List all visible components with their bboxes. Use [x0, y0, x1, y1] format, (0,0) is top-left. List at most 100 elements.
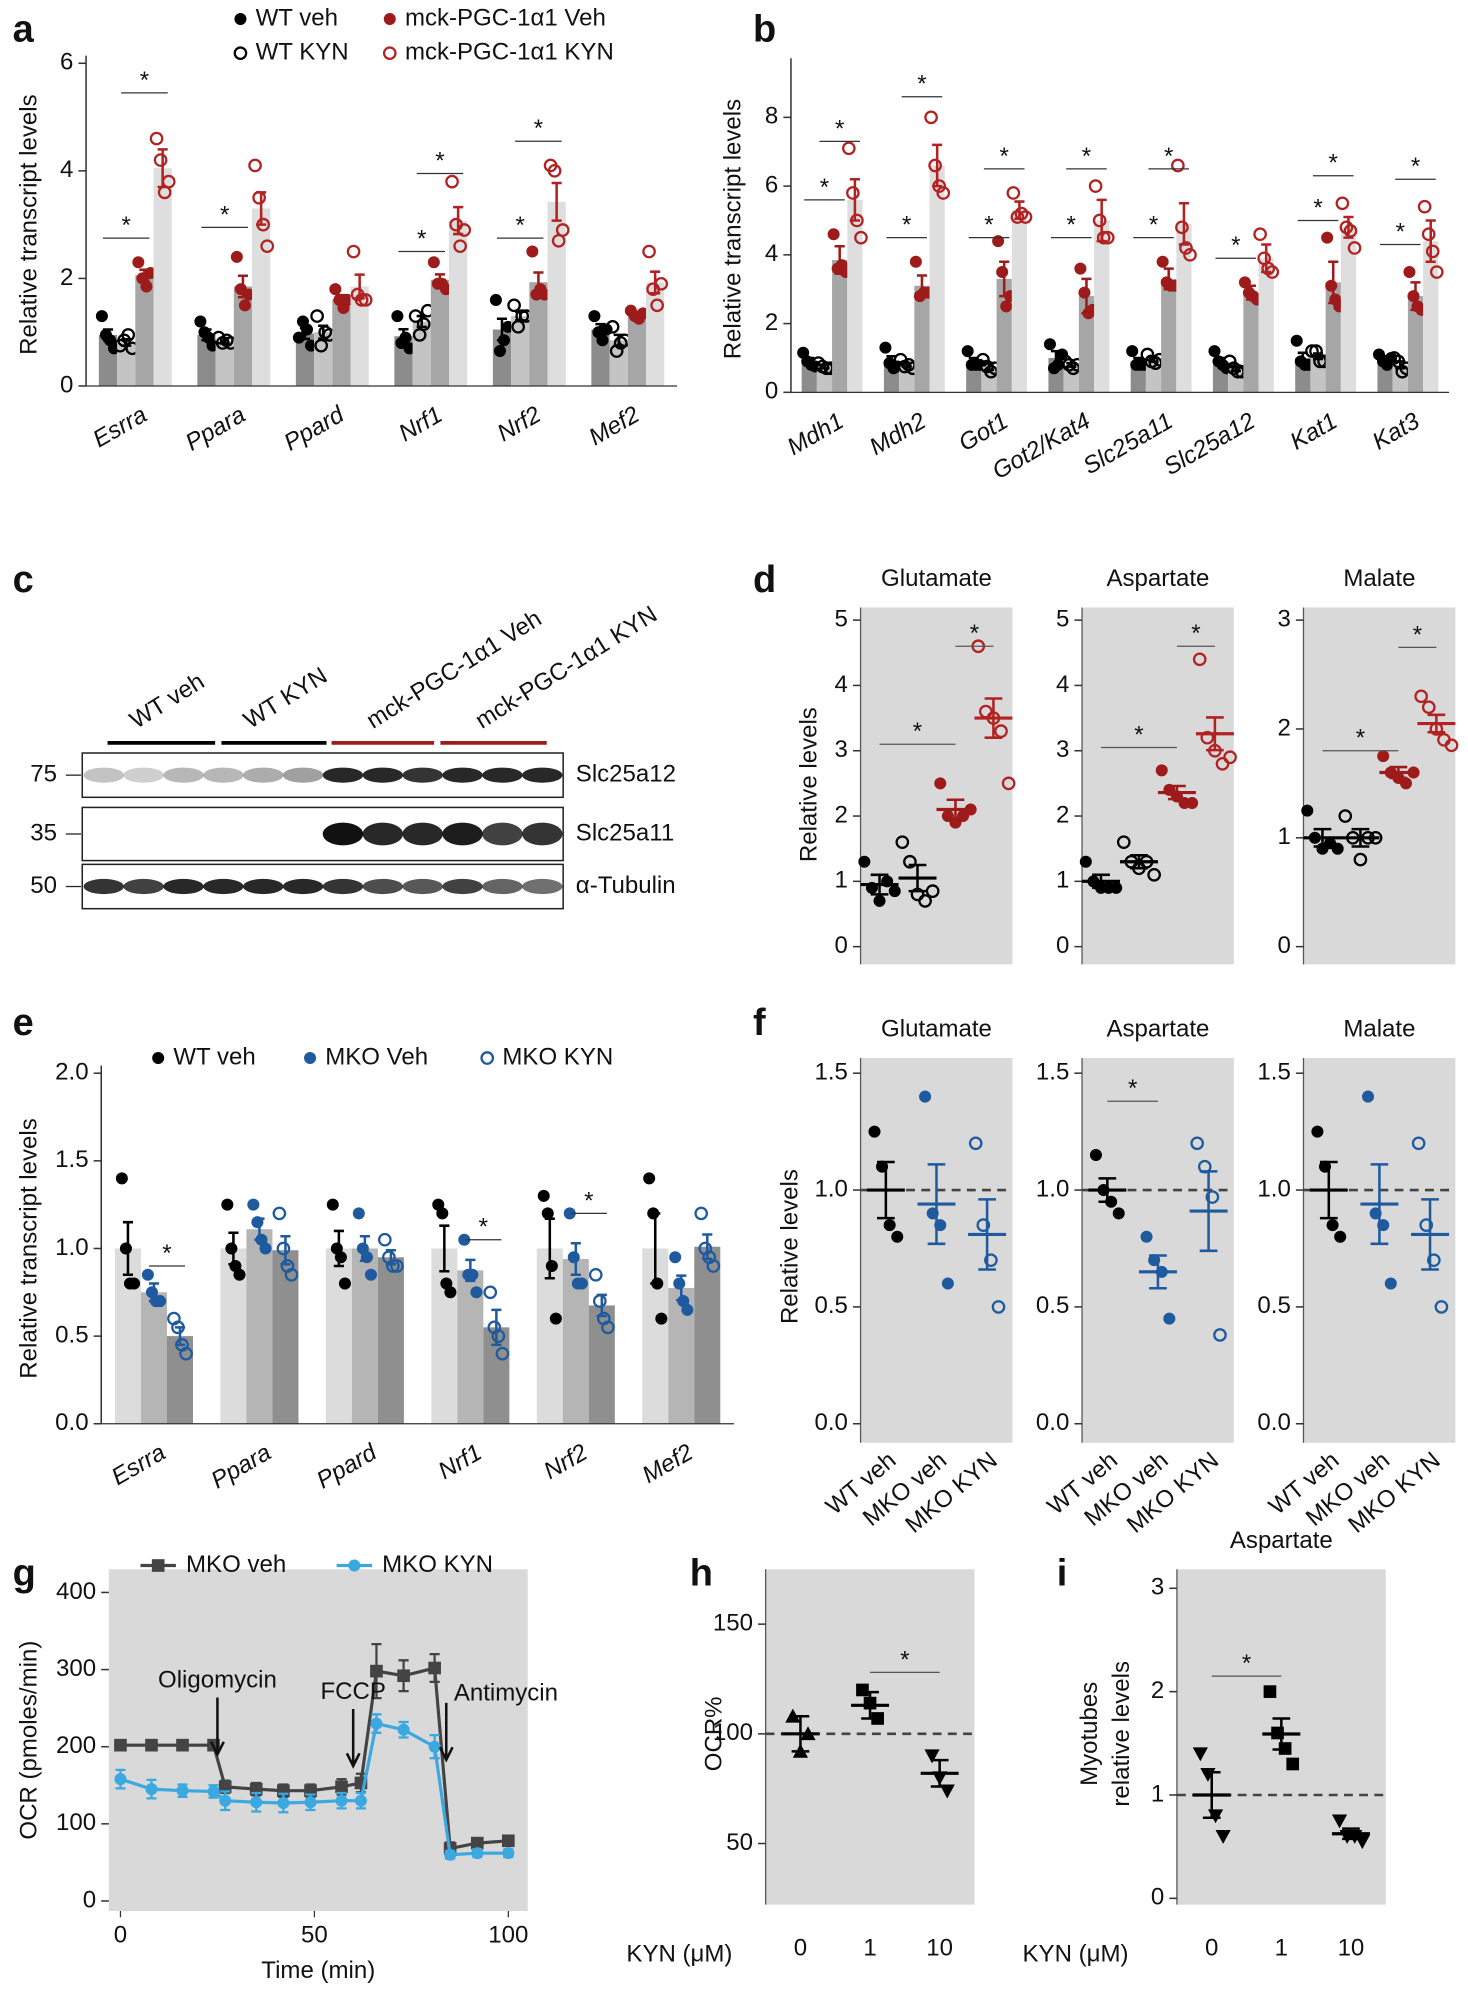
bar [325, 1248, 352, 1424]
protein-label: Slc25a11 [576, 819, 674, 846]
data-point [304, 1796, 317, 1809]
error-bar [1261, 243, 1272, 274]
x-tick-label: Ppard [280, 401, 350, 457]
y-tick-label: 8 [765, 103, 778, 130]
y-tick-label: 0.5 [814, 1292, 847, 1319]
data-point [470, 1286, 483, 1299]
data-point [1171, 158, 1185, 173]
data-point [654, 276, 669, 291]
error-bar [299, 326, 311, 341]
error-bar [453, 205, 464, 236]
y-tick-label: 50 [726, 1829, 753, 1856]
data-point [1092, 213, 1107, 228]
data-point [592, 1294, 607, 1308]
data-point [219, 1794, 232, 1807]
data-point [346, 244, 361, 259]
error-bar [359, 1234, 370, 1263]
data-point [1263, 1685, 1277, 1698]
panel-label: e [13, 1002, 34, 1044]
data-point [895, 835, 910, 849]
lane-label: mck-PGC-1α1 Veh [362, 605, 547, 734]
y-tick-label: 0.5 [1257, 1292, 1290, 1319]
data-point [386, 1259, 400, 1273]
blot-band [163, 767, 204, 783]
data-point [1419, 1218, 1434, 1232]
data-point [1301, 804, 1314, 817]
data-point [153, 153, 168, 167]
data-point [1140, 1230, 1153, 1243]
data-point [399, 331, 412, 344]
error-bar [946, 798, 965, 821]
error-bar [1199, 1170, 1218, 1253]
data-point [416, 317, 431, 331]
y-tick-label: 3 [835, 736, 848, 763]
legend-marker [383, 12, 396, 25]
data-point [121, 328, 136, 342]
blot-band [522, 822, 563, 846]
error-bar [1014, 200, 1025, 221]
data-point [1222, 354, 1237, 369]
data-point [335, 1780, 348, 1794]
data-point [1147, 867, 1161, 882]
bar [832, 260, 848, 393]
blot-band [242, 878, 284, 895]
error-bar [1096, 198, 1107, 243]
error-bar [1421, 1198, 1439, 1271]
significance-label: * [479, 1214, 488, 1241]
data-point [1163, 1312, 1176, 1325]
significance-label: * [162, 1240, 171, 1267]
y-tick-label: 1.5 [1036, 1059, 1069, 1086]
blot-band [482, 822, 523, 846]
error-bar [978, 1198, 996, 1271]
data-point [397, 1723, 410, 1736]
y-tick-label: 4 [1056, 671, 1069, 698]
bar [246, 1229, 273, 1424]
data-point [329, 283, 342, 296]
x-axis-label: KYN (μM) [626, 1941, 732, 1968]
error-bar [1066, 361, 1077, 368]
subplot-title: Aspartate [1107, 1016, 1210, 1043]
data-point [176, 1784, 189, 1797]
error-bar [791, 1715, 810, 1753]
data-point [314, 338, 329, 353]
error-bar [336, 293, 347, 305]
blot-band [282, 767, 324, 783]
data-point [934, 777, 947, 790]
significance-label: * [516, 212, 525, 239]
panel-label: i [1057, 1553, 1068, 1595]
data-point [1425, 244, 1440, 259]
legend-label: WT veh [173, 1043, 255, 1070]
data-point [1421, 700, 1436, 715]
blot-band [482, 767, 523, 783]
data-point [428, 1661, 441, 1675]
x-tick-label: Nrf1 [394, 401, 447, 447]
bar [1161, 278, 1177, 393]
significance-label: * [902, 212, 911, 239]
y-tick-label: 0 [765, 378, 778, 405]
data-point [588, 310, 601, 323]
y-tick-label: 2 [1151, 1677, 1164, 1704]
y-tick-label: 1 [1277, 823, 1290, 850]
error-bar [650, 1212, 661, 1285]
data-point [1213, 1328, 1227, 1342]
significance-label: * [220, 201, 229, 228]
error-bar [416, 314, 427, 329]
data-point [132, 256, 145, 269]
error-bar [544, 1217, 555, 1280]
y-tick-label: 4 [765, 240, 778, 267]
error-bar [1098, 1177, 1117, 1204]
data-point [176, 1738, 189, 1752]
data-point [1421, 227, 1436, 242]
data-point [650, 298, 664, 313]
protein-label: α-Tubulin [576, 872, 676, 899]
error-bar [932, 143, 943, 188]
x-tick-label: 0 [1205, 1934, 1218, 1961]
error-bar [819, 363, 830, 370]
error-bar [702, 1233, 713, 1261]
legend-label: MKO Veh [325, 1043, 428, 1070]
panel-label: d [753, 559, 776, 601]
data-point [272, 1206, 287, 1221]
y-tick-label: 1.0 [814, 1175, 847, 1202]
significance-label: * [584, 1187, 593, 1214]
data-point [427, 256, 440, 269]
